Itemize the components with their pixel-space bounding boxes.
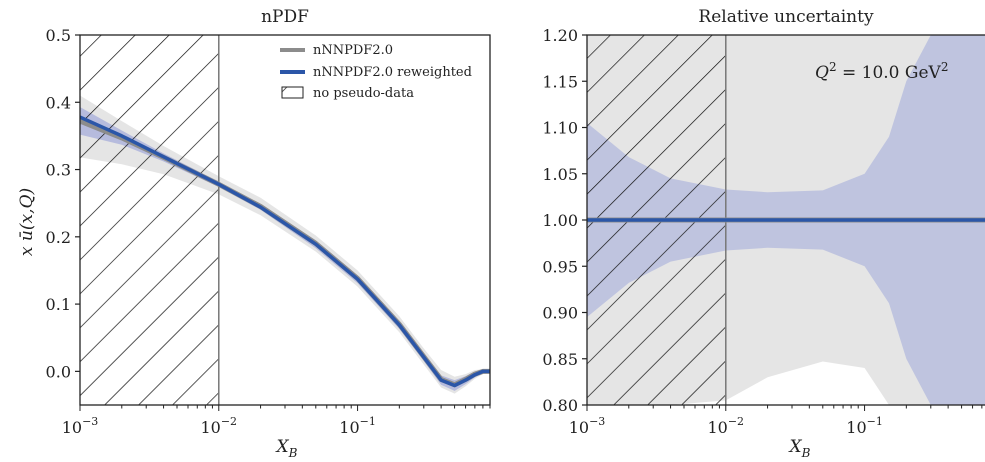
y-tick-label: 0.85 <box>542 350 578 369</box>
x-tick-label: 10−1 <box>846 415 883 437</box>
y-tick-label: 1.20 <box>542 26 578 45</box>
x-label-main: X <box>788 437 803 457</box>
x-ticks-npdf: 10−3 10−2 10−1 <box>62 405 491 437</box>
y-tick-label: 0.0 <box>46 362 71 381</box>
panel-title-npdf: nPDF <box>261 7 309 27</box>
y-tick-label: 0.95 <box>542 257 578 276</box>
y-tick-label: 0.1 <box>46 295 71 314</box>
x-label-subscript: B <box>288 446 298 460</box>
x-label-subscript: B <box>801 446 811 460</box>
legend-swatch-hatch <box>281 86 304 99</box>
y-axis-label-npdf: x ū(x,Q) <box>17 188 37 256</box>
x-tick-label: 10−2 <box>707 415 744 437</box>
x-tick-label: 10−3 <box>569 415 606 437</box>
x-ticks-relative: 10−3 10−2 10−1 <box>569 405 983 437</box>
plot-area-relative <box>587 35 985 405</box>
q2-annotation: Q2 = 10.0 GeV2 <box>815 60 948 83</box>
y-tick-label: 0.90 <box>542 304 578 323</box>
y-tick-label: 0.3 <box>46 161 71 180</box>
annotation-value: = 10.0 GeV <box>837 63 942 83</box>
y-tick-label: 1.10 <box>542 119 578 138</box>
annotation-q: Q <box>815 63 829 83</box>
x-tick-label: 10−3 <box>62 415 99 437</box>
y-tick-label: 0.4 <box>46 93 71 112</box>
x-tick-label: 10−1 <box>339 415 376 437</box>
y-tick-label: 1.00 <box>542 211 578 230</box>
hatch-region <box>80 35 219 405</box>
y-ticks-relative: 0.80 0.85 0.90 0.95 1.00 1.05 1.10 1.15 1.20 <box>542 26 587 415</box>
y-tick-label: 0.80 <box>542 396 578 415</box>
plot-area-npdf <box>80 35 490 405</box>
panel-relative-uncertainty: Relative uncertainty 0.80 0.85 0.90 0.95 1.0… <box>542 7 985 460</box>
x-axis-label-npdf: XB <box>275 437 298 460</box>
y-tick-label: 1.15 <box>542 72 578 91</box>
panel-title-relative: Relative uncertainty <box>698 7 874 27</box>
y-ticks-npdf: 0.0 0.1 0.2 0.3 0.4 0.5 <box>46 26 80 381</box>
panel-npdf: nPDF 0.0 0.1 0.2 0.3 0.4 0.5 10−3 10−2 10−1 x ū… <box>17 7 491 460</box>
legend-label-reweighted: nNNPDF2.0 reweighted <box>313 65 472 80</box>
y-tick-label: 0.5 <box>46 26 71 45</box>
central-lines <box>80 115 490 388</box>
x-axis-label-relative: XB <box>788 437 811 460</box>
y-tick-label: 0.2 <box>46 228 71 247</box>
x-tick-label: 10−2 <box>200 415 237 437</box>
line-nnnpdf2-0-reweighted <box>80 115 490 388</box>
legend: nNNPDF2.0 nNNPDF2.0 reweighted no pseudo… <box>280 43 472 101</box>
y-tick-label: 1.05 <box>542 165 578 184</box>
annotation-q-power: 2 <box>829 60 837 74</box>
annotation-unit-power: 2 <box>941 60 949 74</box>
x-label-main: X <box>275 437 290 457</box>
legend-label-hatch: no pseudo-data <box>313 86 414 101</box>
legend-label-nnnpdf20: nNNPDF2.0 <box>313 43 393 58</box>
